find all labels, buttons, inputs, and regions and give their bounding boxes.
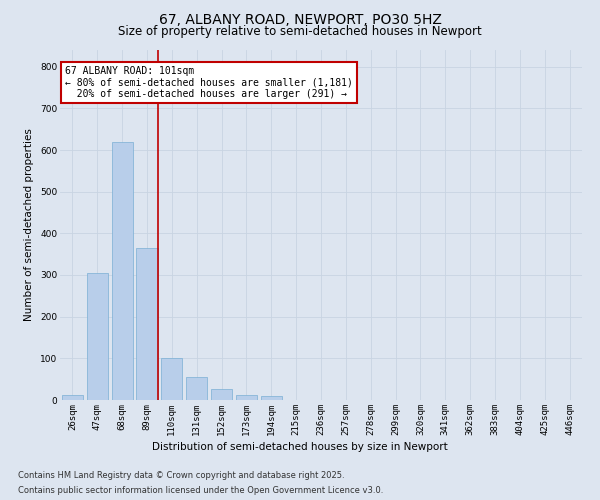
Bar xyxy=(186,377,207,400)
Text: 67, ALBANY ROAD, NEWPORT, PO30 5HZ: 67, ALBANY ROAD, NEWPORT, PO30 5HZ xyxy=(158,12,442,26)
Text: Contains HM Land Registry data © Crown copyright and database right 2025.: Contains HM Land Registry data © Crown c… xyxy=(18,471,344,480)
Bar xyxy=(62,394,83,400)
Bar xyxy=(136,248,158,400)
Text: Distribution of semi-detached houses by size in Newport: Distribution of semi-detached houses by … xyxy=(152,442,448,452)
Y-axis label: Number of semi-detached properties: Number of semi-detached properties xyxy=(25,128,34,322)
Bar xyxy=(236,395,257,400)
Text: Size of property relative to semi-detached houses in Newport: Size of property relative to semi-detach… xyxy=(118,25,482,38)
Bar xyxy=(87,273,108,400)
Text: Contains public sector information licensed under the Open Government Licence v3: Contains public sector information licen… xyxy=(18,486,383,495)
Bar xyxy=(211,389,232,400)
Bar xyxy=(112,142,133,400)
Bar xyxy=(261,396,282,400)
Bar xyxy=(161,358,182,400)
Text: 67 ALBANY ROAD: 101sqm
← 80% of semi-detached houses are smaller (1,181)
  20% o: 67 ALBANY ROAD: 101sqm ← 80% of semi-det… xyxy=(65,66,353,99)
